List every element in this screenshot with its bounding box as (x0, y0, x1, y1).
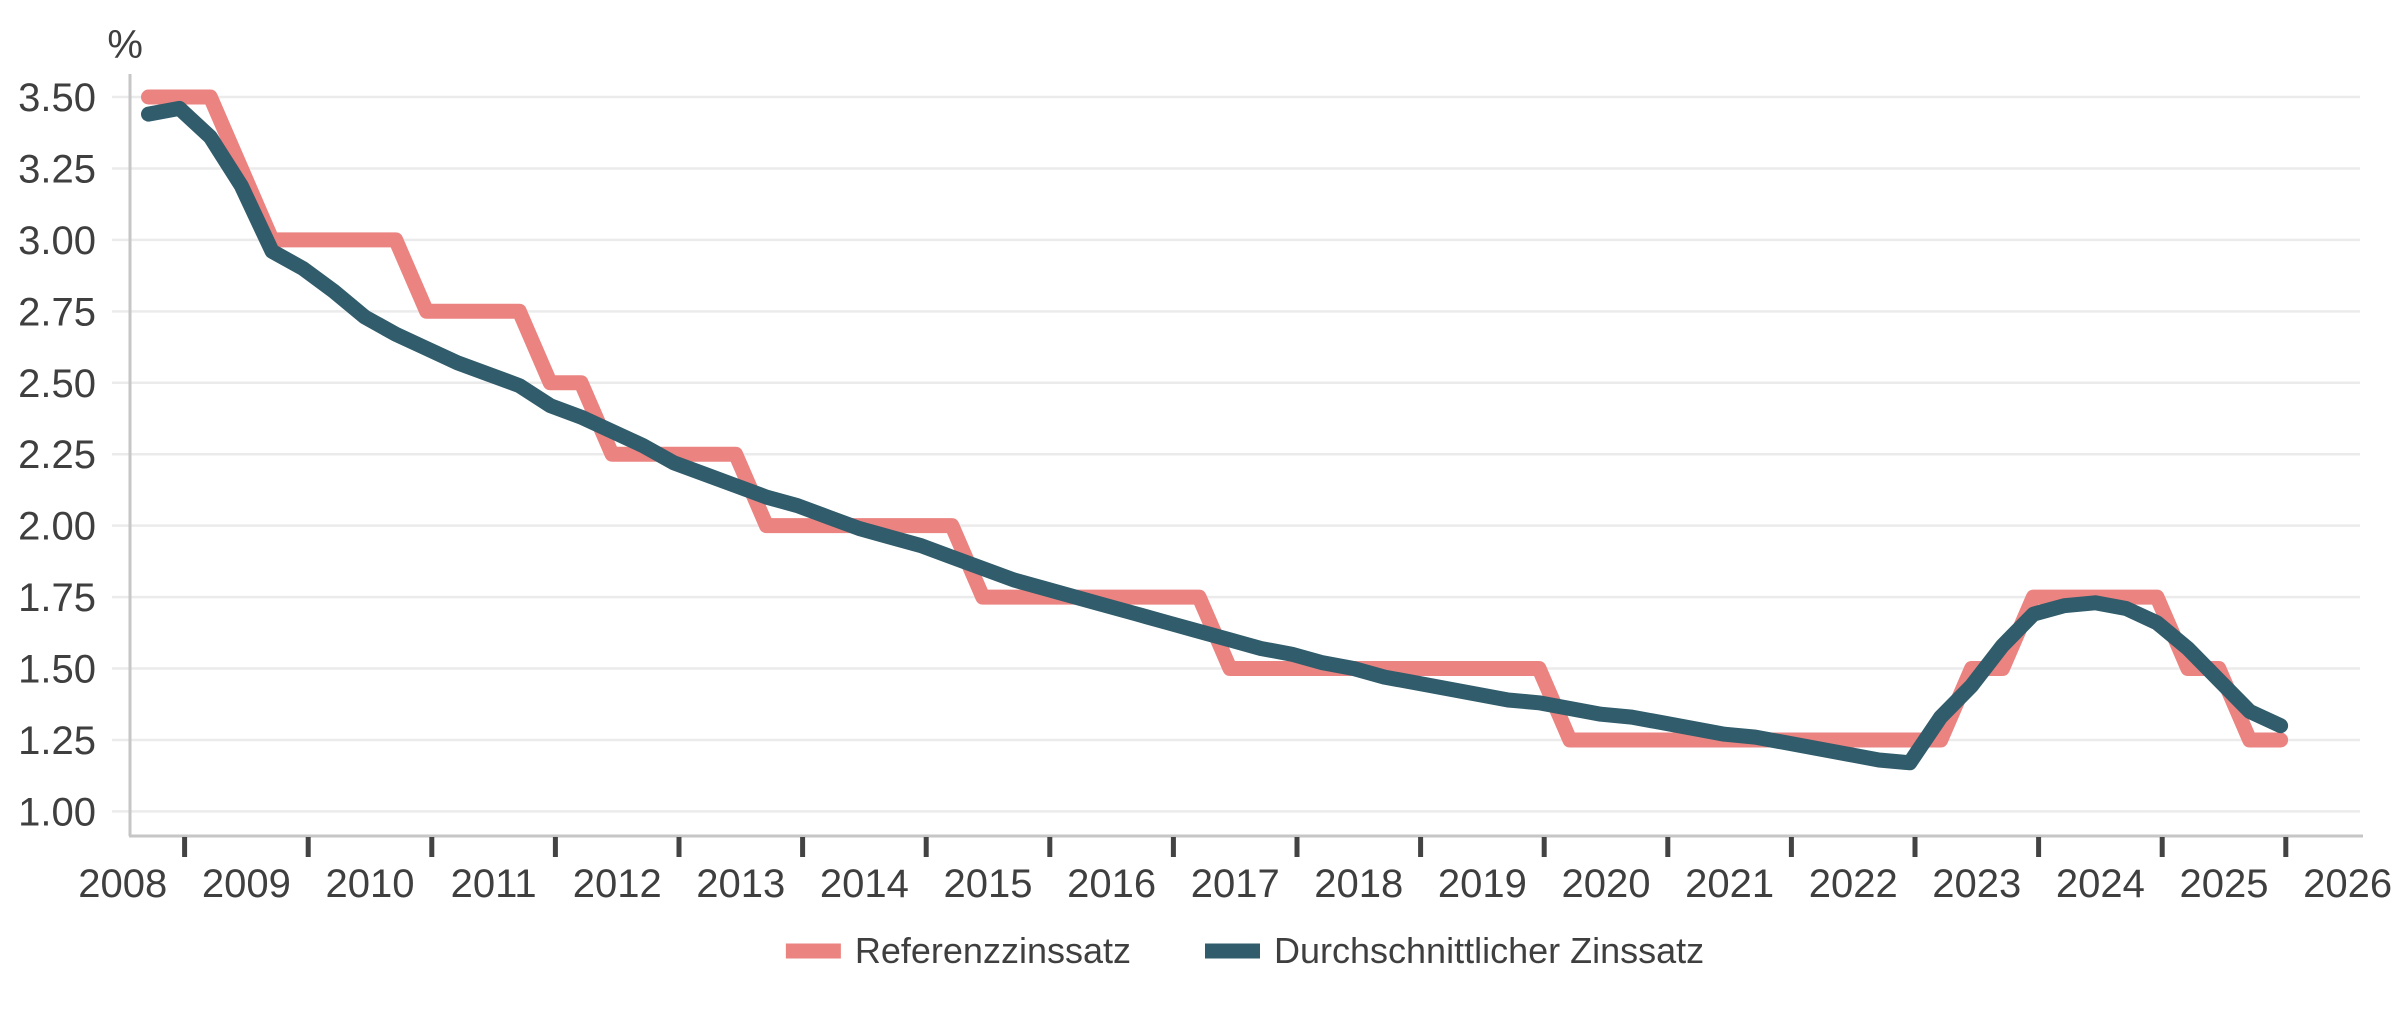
x-axis-label-2026: 2026 (2303, 862, 2392, 906)
horizontal-gridlines (112, 95, 2360, 813)
referenzzinssatz-line (141, 89, 2289, 748)
x-axis-label-2008: 2008 (78, 862, 167, 906)
x-axis-label-2012: 2012 (573, 862, 662, 906)
y-axis-label-2.00: 2.00 (18, 505, 96, 549)
y-axis-label-1.75: 1.75 (18, 576, 96, 620)
x-axis-label-2016: 2016 (1067, 862, 1156, 906)
x-axis-label-2014: 2014 (820, 862, 909, 906)
y-axis-label-2.50: 2.50 (18, 362, 96, 406)
x-axis-label-2020: 2020 (1562, 862, 1651, 906)
legend-label-durchschnittlicher-zinssatz: Durchschnittlicher Zinssatz (1274, 930, 1704, 971)
y-axis-label-1.00: 1.00 (18, 790, 96, 834)
x-axis-label-2022: 2022 (1809, 862, 1898, 906)
y-axis-value-labels: 3.50 3.25 3.00 2.75 2.50 2.25 2.00 1.75 1.50 1.25… (18, 76, 96, 834)
axes (128, 74, 2363, 838)
y-axis-label-3.50: 3.50 (18, 76, 96, 120)
y-axis-label-2.75: 2.75 (18, 290, 96, 334)
x-axis-label-2010: 2010 (326, 862, 415, 906)
y-axis-label-1.50: 1.50 (18, 648, 96, 692)
x-axis-label-2018: 2018 (1314, 862, 1403, 906)
x-axis-label-2015: 2015 (944, 862, 1033, 906)
x-axis-label-2009: 2009 (202, 862, 291, 906)
y-axis-label-2.25: 2.25 (18, 433, 96, 477)
x-axis-year-labels: 2008 2009 2010 2011 2012 2013 2014 2015 2016 2017… (78, 862, 2392, 906)
x-axis-label-2013: 2013 (696, 862, 785, 906)
x-axis-label-2021: 2021 (1685, 862, 1774, 906)
x-axis-label-2023: 2023 (1932, 862, 2021, 906)
y-axis-label-3.00: 3.00 (18, 219, 96, 263)
y-axis-unit-label: % (107, 23, 143, 67)
x-axis-tick-marks (182, 837, 2289, 857)
y-axis-label-3.25: 3.25 (18, 147, 96, 191)
x-axis-label-2017: 2017 (1191, 862, 1280, 906)
chart-legend: Referenzzinssatz Durchschnittlicher Zinss… (785, 930, 1704, 971)
y-axis-label-1.25: 1.25 (18, 719, 96, 763)
durchschnittlicher-zinssatz-line (141, 100, 2289, 771)
x-axis-label-2011: 2011 (451, 862, 537, 906)
x-axis-label-2024: 2024 (2056, 862, 2145, 906)
legend-swatch-referenzzinssatz (785, 943, 841, 959)
legend-swatch-durchschnittlicher-zinssatz (1204, 943, 1260, 959)
x-axis-label-2019: 2019 (1438, 862, 1527, 906)
legend-label-referenzzinssatz: Referenzzinssatz (855, 930, 1131, 971)
x-axis-label-2025: 2025 (2180, 862, 2269, 906)
